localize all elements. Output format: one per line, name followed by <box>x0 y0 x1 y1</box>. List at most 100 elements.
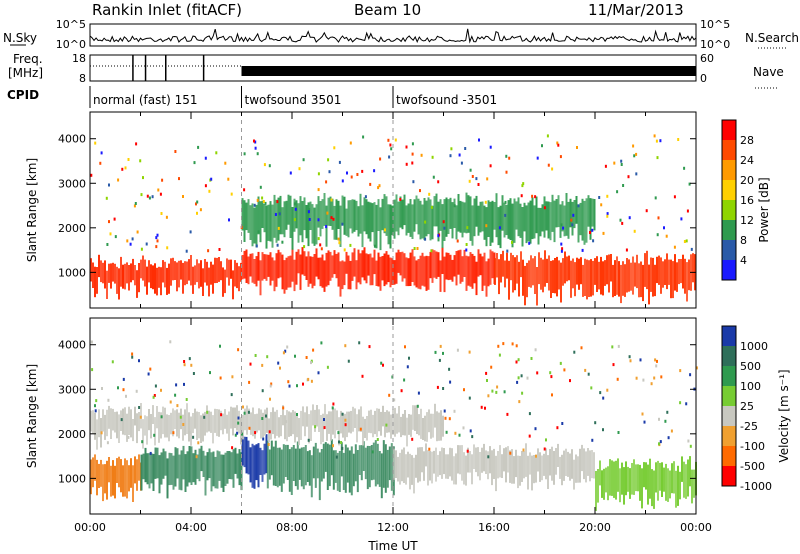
echo-cell <box>648 264 650 305</box>
nsky-trace-line <box>89 28 697 44</box>
echo-cell <box>533 205 536 239</box>
echo-cell <box>136 270 138 298</box>
echo-cell <box>220 454 223 488</box>
echo-cell <box>274 440 277 486</box>
echo-cell <box>267 204 270 241</box>
echo-point <box>188 357 191 361</box>
echo-point <box>359 427 362 431</box>
echo-cell <box>401 449 403 482</box>
echo-point <box>262 200 265 203</box>
freq-trace <box>90 55 696 81</box>
echo-cell <box>424 415 426 442</box>
echo-point <box>328 170 331 174</box>
echo-cell <box>360 406 362 432</box>
echo-cell <box>363 247 366 281</box>
echo-point <box>679 401 682 405</box>
echo-point <box>268 430 271 434</box>
echo-point <box>689 373 692 377</box>
echo-cell <box>94 412 96 440</box>
colorbar-swatch-4 <box>722 406 736 426</box>
echo-cell <box>174 410 176 429</box>
echo-cell <box>477 447 479 477</box>
echo-cell <box>293 259 296 292</box>
echo-point <box>169 340 172 344</box>
echo-cell <box>566 256 568 282</box>
echo-cell <box>479 253 482 276</box>
echo-cell <box>542 259 544 293</box>
colorbar-swatch-1 <box>722 346 736 366</box>
echo-point <box>134 202 137 205</box>
colorbar-swatch-2 <box>722 160 736 180</box>
echo-cell <box>423 256 426 287</box>
echo-cell <box>400 416 402 438</box>
echo-point <box>255 244 258 248</box>
echo-point <box>308 208 311 212</box>
echo-cell <box>226 451 229 484</box>
echo-cell <box>443 448 445 475</box>
echo-cell <box>381 198 384 231</box>
echo-cell <box>241 255 244 280</box>
echo-cell <box>100 260 102 283</box>
echo-cell <box>383 253 386 287</box>
echo-point <box>371 450 374 454</box>
echo-cell <box>441 247 444 274</box>
echo-cell <box>463 202 466 233</box>
echo-cell <box>502 250 504 277</box>
echo-point <box>685 402 688 406</box>
echo-point <box>627 175 630 179</box>
echo-point <box>153 394 156 397</box>
echo-cell <box>232 270 234 300</box>
echo-cell <box>178 260 180 288</box>
ytick-label-3: 4000 <box>58 133 86 146</box>
echo-point <box>656 233 659 237</box>
nsearch-tick-top: 10^5 <box>700 18 730 31</box>
echo-cell <box>605 467 607 493</box>
echo-cell <box>371 203 374 233</box>
echo-cell <box>150 264 152 289</box>
echo-point <box>598 196 601 199</box>
echo-cell <box>388 446 391 481</box>
echo-cell <box>190 446 193 485</box>
echo-cell <box>653 470 655 509</box>
echo-band-3 <box>266 439 395 501</box>
echo-cell <box>332 450 335 490</box>
echo-cell <box>555 448 557 475</box>
echo-point <box>466 226 469 230</box>
echo-cell <box>511 449 513 484</box>
echo-point <box>581 248 584 252</box>
echo-point <box>655 364 658 368</box>
echo-cell <box>90 410 92 432</box>
echo-cell <box>232 407 234 436</box>
echo-point <box>341 446 344 450</box>
echo-cell <box>374 440 377 487</box>
echo-point <box>237 348 240 352</box>
echo-point <box>344 423 347 427</box>
echo-point <box>384 228 386 232</box>
echo-cell <box>379 207 382 251</box>
echo-point <box>131 352 134 356</box>
echo-cell <box>614 260 616 296</box>
echo-point <box>151 195 154 199</box>
echo-point <box>502 342 505 346</box>
echo-cell <box>104 414 106 440</box>
echo-cell <box>98 463 100 488</box>
echo-point <box>294 207 297 211</box>
echo-cell <box>565 193 568 236</box>
echo-point <box>135 142 138 146</box>
echo-cell <box>96 267 98 294</box>
echo-cell <box>274 411 276 439</box>
echo-cell <box>313 207 316 246</box>
echo-cell <box>222 267 224 297</box>
echo-point <box>590 386 593 390</box>
echo-cell <box>312 404 314 426</box>
echo-cell <box>255 204 258 248</box>
echo-cell <box>619 468 621 503</box>
echo-cell <box>427 197 430 235</box>
echo-cell <box>255 256 258 287</box>
echo-cell <box>298 448 301 480</box>
echo-point <box>683 240 686 243</box>
echo-cell <box>429 251 432 279</box>
echo-point <box>666 410 669 414</box>
echo-cell <box>156 447 159 479</box>
